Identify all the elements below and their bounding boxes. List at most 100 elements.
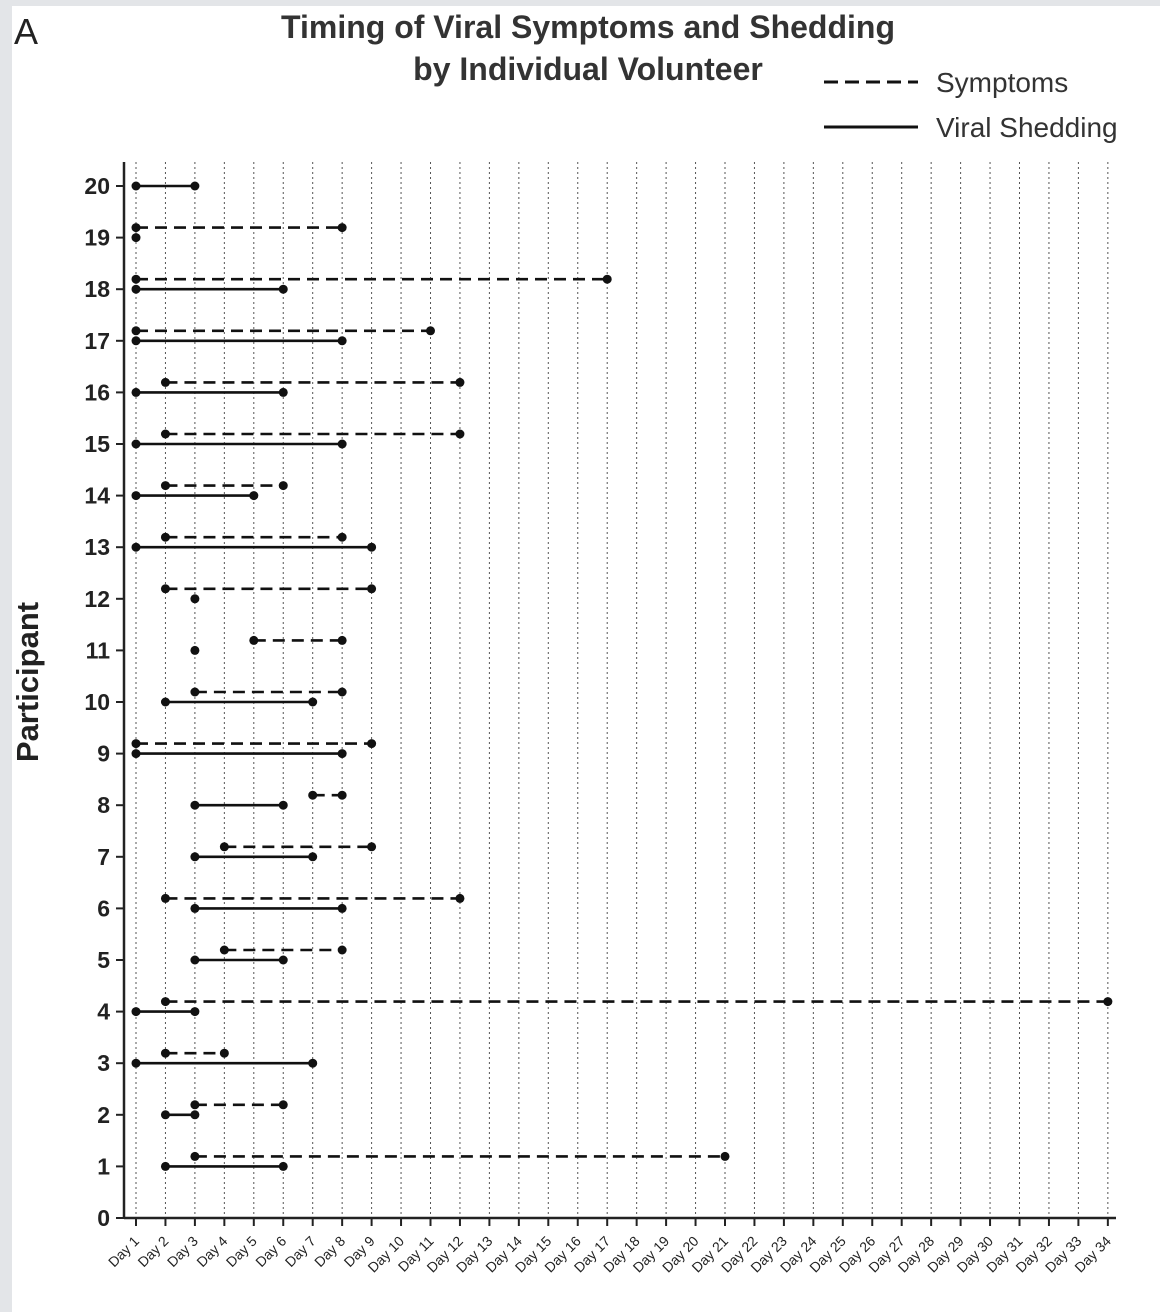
symptoms-start-point [160,1048,170,1058]
shedding-end-point [308,1058,318,1068]
symptoms-end-point [455,893,465,903]
shedding-start-point [131,1007,141,1017]
symptoms-end-point [455,377,465,387]
symptoms-start-point [131,274,141,284]
symptoms-end-point [367,584,377,594]
y-axis-label: Participant [12,602,45,762]
y-tick-label: 2 [97,1102,110,1128]
symptoms-end-point [278,481,288,491]
shedding-start-point [190,955,200,965]
symptoms-end-point [367,739,377,749]
shedding-start-point [131,181,141,191]
shedding-start-point [131,491,141,501]
shedding-start-point [160,1110,170,1120]
symptoms-start-point [160,532,170,542]
symptoms-end-point [426,326,435,336]
shedding-end-point [190,1110,200,1120]
y-tick-label: 20 [84,173,110,199]
shedding-end-point [337,903,347,913]
symptoms-start-point [160,481,170,491]
legend: Symptoms Viral Shedding [824,67,1118,143]
shedding-end-point [278,387,288,397]
y-tick-label: 4 [97,999,110,1025]
panel-label: A [14,11,38,52]
symptoms-end-point [337,687,347,697]
shedding-end-point [337,336,347,346]
shedding-end-point [249,491,259,501]
y-tick-label: 17 [84,328,110,354]
shedding-start-point [190,852,200,862]
symptoms-start-point [219,945,229,955]
x-tick-label: Day 8 [311,1233,348,1270]
symptoms-end-point [219,1048,229,1058]
chart-title: Timing of Viral Symptoms and Shedding [281,9,895,45]
shedding-start-point [190,594,200,604]
y-tick-label: 10 [84,689,110,715]
chart-subtitle: by Individual Volunteer [413,51,763,87]
symptoms-end-point [337,635,347,645]
shedding-start-point [131,387,141,397]
symptoms-start-point [160,377,170,387]
shedding-start-point [131,233,141,243]
y-tick-label: 13 [84,534,110,560]
symptoms-start-point [160,584,170,594]
y-tick-label: 5 [97,947,110,973]
shedding-end-point [190,181,200,191]
x-tick-label: Day 1 [105,1233,142,1270]
shedding-end-point [337,749,347,759]
shedding-start-point [131,284,141,294]
shedding-start-point [190,903,200,913]
grid [135,162,1109,1218]
shedding-end-point [278,800,288,810]
shedding-end-point [190,1007,200,1017]
x-tick-label: Day 3 [164,1233,201,1270]
symptoms-start-point [131,326,141,336]
shedding-start-point [190,645,200,655]
x-tick-label: Day 2 [134,1233,171,1270]
shedding-end-point [308,697,318,707]
shedding-end-point [308,852,318,862]
symptoms-start-point [308,790,318,800]
symptoms-start-point [131,223,141,233]
symptoms-start-point [219,842,229,852]
shedding-start-point [160,1161,170,1171]
legend-shedding-label: Viral Shedding [936,112,1118,143]
symptoms-end-point [1103,997,1113,1007]
symptoms-start-point [190,687,200,697]
x-tick-label: Day 5 [223,1233,260,1270]
y-tick-label: 12 [84,586,110,612]
shedding-end-point [278,1161,288,1171]
symptoms-start-point [160,893,170,903]
y-tick-label: 19 [84,225,110,251]
y-tick-label: 9 [97,741,110,767]
legend-symptoms-label: Symptoms [936,67,1068,98]
symptoms-end-point [367,842,377,852]
y-tick-label: 11 [86,637,111,663]
figure: A Timing of Viral Symptoms and Shedding … [12,6,1160,1312]
y-tick-label: 0 [97,1205,110,1231]
chart: A Timing of Viral Symptoms and Shedding … [12,9,1118,1275]
shedding-start-point [131,749,141,759]
data-marks [131,181,1113,1171]
symptoms-start-point [160,997,170,1007]
shedding-start-point [131,439,141,449]
symptoms-end-point [337,945,347,955]
y-tick-label: 3 [97,1050,110,1076]
symptoms-end-point [720,1151,730,1161]
shedding-start-point [131,542,141,552]
y-tick-label: 15 [84,431,110,457]
symptoms-end-point [337,223,347,233]
shedding-start-point [131,336,141,346]
x-tick-label: Day 4 [193,1233,230,1270]
y-tick-label: 8 [97,792,110,818]
shedding-end-point [337,439,347,449]
shedding-end-point [278,955,288,965]
shedding-start-point [131,1058,141,1068]
axes [122,162,1116,1220]
symptoms-start-point [190,1151,200,1161]
symptoms-end-point [602,274,612,284]
y-tick-label: 18 [84,276,110,302]
y-tick-label: 7 [97,844,110,870]
